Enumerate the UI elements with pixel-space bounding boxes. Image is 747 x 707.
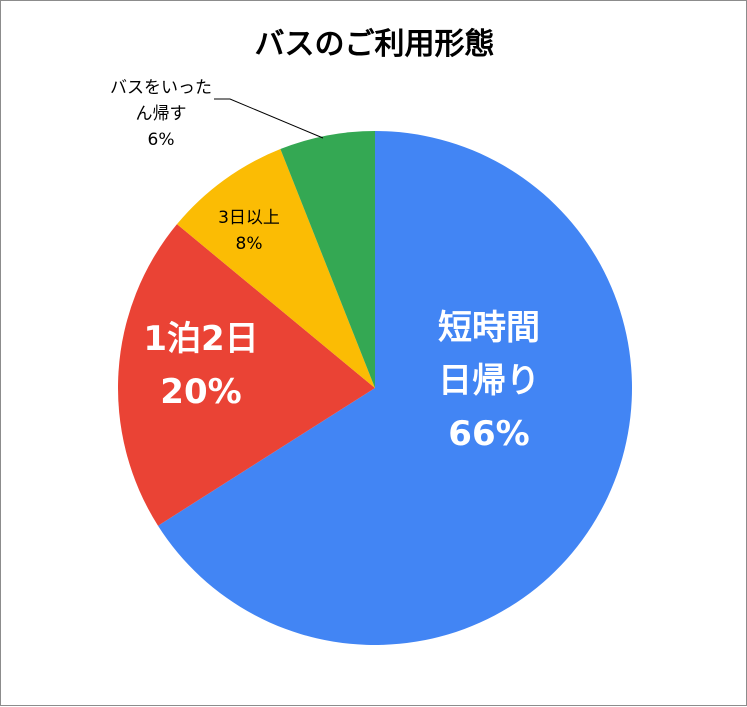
slice-label: 3日以上 8% [218,208,280,254]
pie-slice [176,149,375,388]
pie-slice [280,131,375,388]
slice-label: 1泊2日 20% [143,319,258,412]
chart-title: バスのご利用形態 [254,27,495,62]
slice-label: 短時間日帰り 66% [438,308,540,454]
pie-slices [118,131,633,646]
pie-labels: 短時間日帰り 66% 1泊2日 20% 3日以上 8% バスをいったん帰す 6% [110,78,540,454]
leader-line [214,98,324,139]
pie-slice [158,131,633,646]
slice-label: バスをいったん帰す 6% [110,78,212,150]
pie-slice [118,224,376,526]
